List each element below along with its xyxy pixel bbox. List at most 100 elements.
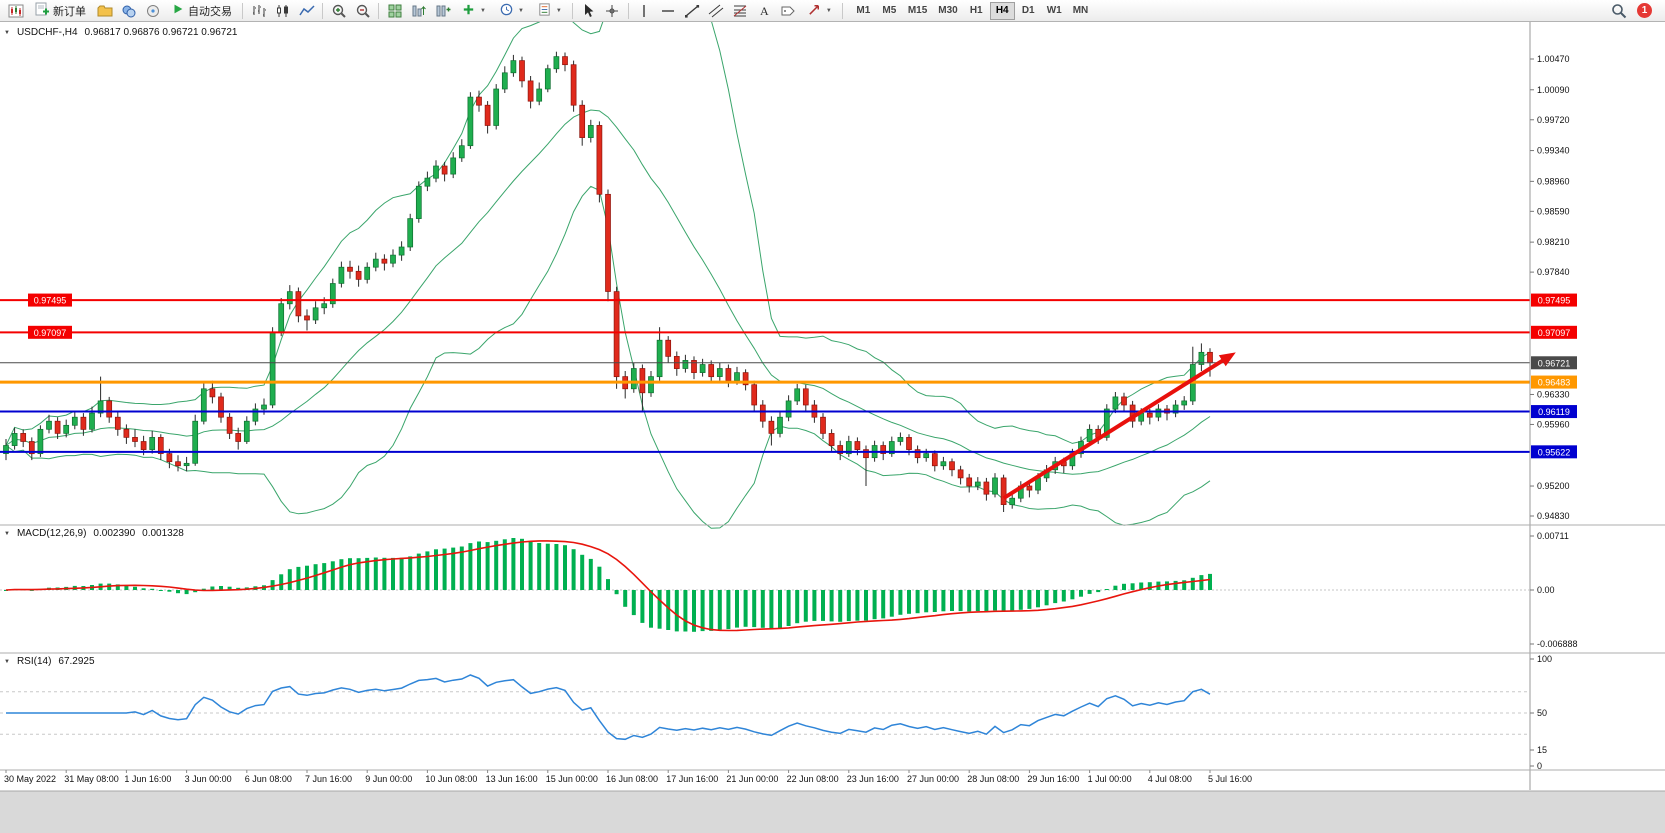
market-watch-icon[interactable] [117,1,140,21]
rsi-name-label: RSI(14) [16,656,52,667]
price-tags-right: 0.97495 0.97097 0.96721 0.96483 0.96119 0.956… [1531,293,1577,459]
bollinger-middle-band [5,109,1211,475]
fibonacci-tool-icon[interactable] [729,1,752,21]
zoom-out-icon[interactable] [351,1,374,21]
price-axis: 1.00470 1.00090 0.99720 0.99340 0.98960 0.985… [1529,22,1570,790]
cursor-icon[interactable] [577,1,600,21]
dropdown-caret-icon: ▼ [555,7,562,14]
time-axis-label: 21 Jun 00:00 [726,774,778,784]
trend-arrow[interactable] [1002,352,1236,500]
indicators-button[interactable]: ▼ [455,1,492,21]
time-axis: 30 May 2022 31 May 08:00 1 Jun 16:00 3 Jun … [4,770,1252,784]
rsi-axis-label: 50 [1537,708,1547,718]
rsi-axis-label: 0 [1537,761,1542,771]
time-axis-label: 1 Jun 16:00 [124,774,171,784]
zoom-in-icon[interactable] [327,1,350,21]
macd-signal-line [5,540,1211,632]
label-tool-icon[interactable] [777,1,800,21]
time-axis-label: 22 Jun 08:00 [787,774,839,784]
arrange-charts-icon[interactable] [407,1,430,21]
svg-text:0.96721: 0.96721 [1538,358,1571,368]
autotrading-label: 自动交易 [188,5,232,18]
price-tick-label: 0.94830 [1537,511,1570,521]
search-icon[interactable] [1607,1,1630,21]
left-price-tag [28,325,72,339]
symbol-period-label: USDCHF-,H4 [16,27,78,38]
trend-arrow-head [1218,352,1236,367]
price-tag-dark [1531,356,1577,370]
crosshair-icon[interactable] [601,1,624,21]
time-axis-label: 3 Jun 00:00 [185,774,232,784]
autotrading-button[interactable]: 自动交易 [165,1,238,21]
text-tool-icon[interactable]: A [753,1,776,21]
periods-button[interactable]: ▼ [493,1,530,21]
time-axis-label: 17 Jun 16:00 [666,774,718,784]
new-order-icon [34,1,50,20]
chart-title-overlay: ▼ USDCHF-,H4 0.96817 0.96876 0.96721 0.9… [4,27,237,38]
macd-axis-label: -0.006888 [1537,639,1578,649]
toolbar-separator [242,2,243,19]
timeframe-button-d1[interactable]: D1 [1016,2,1041,20]
indicator-collapse-icon[interactable]: ▼ [4,659,10,665]
macd-panel: 0.00711 0.00 -0.006888 [0,531,1578,649]
autotrading-play-icon [171,2,185,19]
timeframe-toolbar: M1 M5 M15 M30 H1 H4 D1 W1 MN [851,1,1094,20]
new-order-label: 新订单 [53,5,86,18]
chart-window-icon[interactable] [4,1,27,21]
price-tick-label: 0.96330 [1537,389,1570,399]
notifications-badge[interactable]: 1 [1637,3,1652,18]
price-tag-red [1531,293,1577,307]
price-tick-label: 0.95960 [1537,419,1570,429]
time-axis-label: 9 Jun 00:00 [365,774,412,784]
trendline-tool-icon[interactable] [681,1,704,21]
rsi-panel: 100 50 15 0 [0,654,1552,771]
price-tick-label: 1.00470 [1537,54,1570,64]
timeframe-button-m15[interactable]: M15 [903,2,932,20]
price-tag-blue [1531,405,1577,419]
svg-text:0.97495: 0.97495 [1538,296,1571,306]
timeframe-button-h4[interactable]: H4 [989,1,1015,20]
timeframe-button-m1[interactable]: M1 [851,2,876,20]
price-tick-label: 0.98590 [1537,206,1570,216]
horizontal-line-tool-icon[interactable] [657,1,680,21]
arrow-shape-icon [807,2,822,20]
toolbar: 新订单 自动交易 ▼ ▼ [0,0,1665,22]
tile-windows-icon[interactable] [383,1,406,21]
svg-text:0.96119: 0.96119 [1538,407,1570,417]
indicator-collapse-icon[interactable]: ▼ [4,531,10,537]
line-chart-icon[interactable] [295,1,318,21]
timeframe-button-m5[interactable]: M5 [877,2,902,20]
bottom-strip [0,791,1665,833]
rsi-value: 67.2925 [58,656,95,667]
navigator-icon[interactable] [141,1,164,21]
timeframe-button-m30[interactable]: M30 [933,2,962,20]
timeframe-button-mn[interactable]: MN [1068,2,1094,20]
time-axis-label: 28 Jun 08:00 [967,774,1019,784]
profiles-icon[interactable] [93,1,116,21]
price-tag-orange [1531,375,1577,389]
price-tag-red [1531,325,1577,339]
channel-tool-icon[interactable] [705,1,728,21]
price-tags-left: 0.97495 0.97097 [28,293,72,339]
ohlc-values-label: 0.96817 0.96876 0.96721 0.96721 [84,27,238,38]
timeframe-button-h1[interactable]: H1 [964,2,989,20]
shapes-button[interactable]: ▼ [801,1,838,21]
rsi-axis-label: 100 [1537,654,1552,664]
macd-axis-label: 0.00711 [1537,531,1569,541]
svg-text:0.97495: 0.97495 [34,296,67,306]
candlestick-chart-icon[interactable] [271,1,294,21]
new-order-button[interactable]: 新订单 [28,1,92,21]
chart-menu-arrow-icon[interactable]: ▼ [4,30,10,36]
templates-button[interactable]: ▼ [531,1,568,21]
timeframe-button-w1[interactable]: W1 [1042,2,1067,20]
dropdown-caret-icon: ▼ [825,7,832,14]
price-tick-label: 1.00090 [1537,85,1570,95]
macd-main-value: 0.002390 [93,528,136,539]
cascade-charts-icon[interactable] [431,1,454,21]
time-axis-label: 29 Jun 16:00 [1027,774,1079,784]
vertical-line-tool-icon[interactable] [633,1,656,21]
bar-chart-icon[interactable] [247,1,270,21]
svg-text:0.96483: 0.96483 [1538,378,1571,388]
